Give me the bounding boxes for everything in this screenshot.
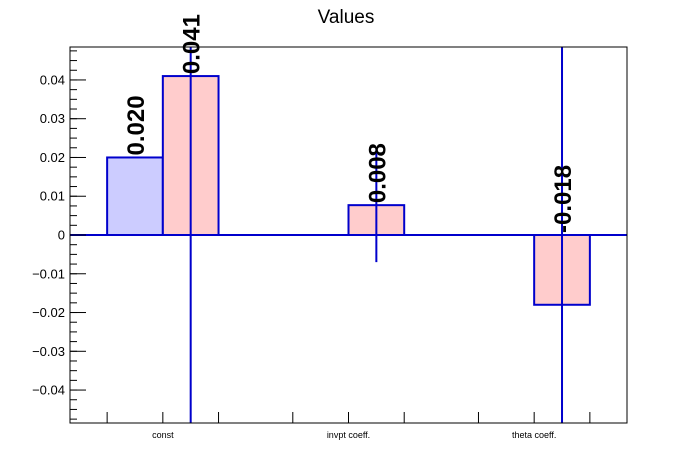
y-tick-label: 0.04 [40,72,65,87]
data-label: 0.008 [364,143,391,203]
chart-title: Values [318,7,375,28]
y-tick-label: −0.03 [32,344,65,359]
error-bars-layer [189,47,564,423]
y-axis: −0.04 −0.03 −0.02 −0.01 0 0.01 0.02 0.03 0.04 [32,50,86,420]
y-tick-label: −0.01 [32,266,65,281]
y-tick-label: 0.03 [40,111,65,126]
y-tick-label: −0.04 [32,383,65,398]
data-label: 0.041 [179,14,206,74]
x-tick-label: invpt coeff. [327,430,370,440]
x-tick-label: theta coeff. [512,430,556,440]
data-label: 0.020 [123,95,150,155]
y-tick-label: 0.02 [40,150,65,165]
bar [106,156,164,236]
data-labels-layer: 0.020 0.041 0.008 -0.018 [123,14,577,233]
data-label: -0.018 [550,165,577,233]
y-tick-label: −0.02 [32,305,65,320]
bars-layer [106,75,591,306]
y-tick-label: 0.01 [40,189,65,204]
x-tick-label: const [152,430,174,440]
x-axis: const invpt coeff. theta coeff. [106,412,591,440]
y-tick-label: 0 [58,228,65,243]
